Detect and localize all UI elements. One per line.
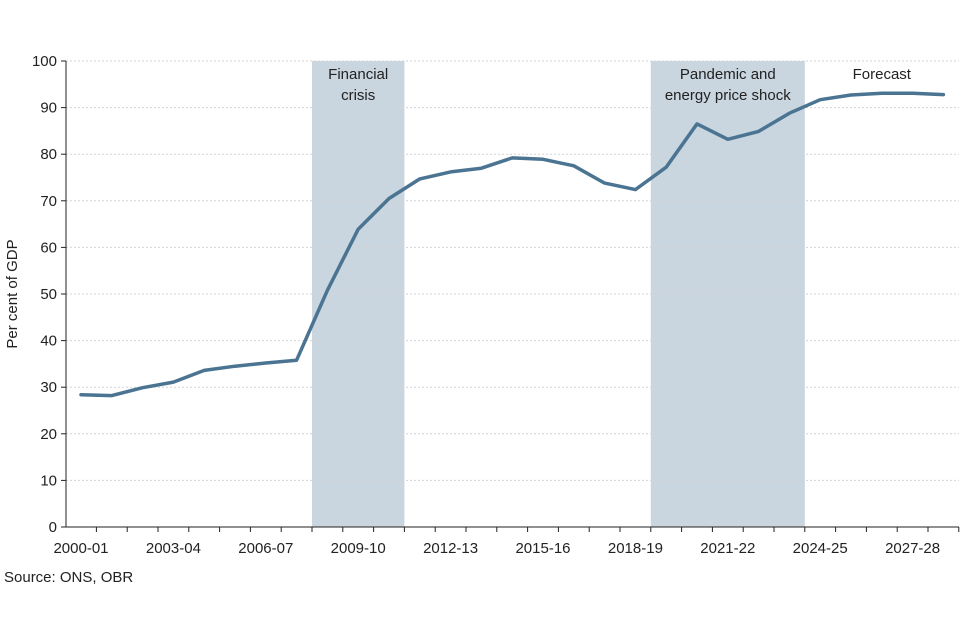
- y-tick-label: 0: [49, 519, 57, 536]
- x-tick-label: 2003-04: [146, 540, 201, 557]
- x-tick-label: 2015-16: [515, 540, 570, 557]
- x-tick-label: 2009-10: [331, 540, 386, 557]
- series-group: [79, 91, 946, 398]
- x-tick-label: 2027-28: [885, 540, 940, 557]
- y-tick-label: 100: [32, 53, 57, 70]
- y-tick-label: 70: [40, 193, 57, 210]
- y-tick-label: 20: [40, 426, 57, 443]
- x-tick-label: 2021-22: [700, 540, 755, 557]
- x-tick-label: 2024-25: [793, 540, 848, 557]
- x-tick-label: 2018-19: [608, 540, 663, 557]
- y-tick-label: 90: [40, 100, 57, 117]
- y-tick-label: 10: [40, 472, 57, 489]
- y-tick-label: 30: [40, 379, 57, 396]
- y-axis-ticks: 0 10 20 30 40 50 60 70 80 90 100: [32, 53, 959, 536]
- y-tick-label: 40: [40, 333, 57, 350]
- gridlines: [66, 60, 959, 481]
- y-axis-label: Per cent of GDP: [4, 239, 21, 348]
- x-tick-label: 2012-13: [423, 540, 478, 557]
- y-tick-label: 60: [40, 239, 57, 256]
- y-tick-label: 50: [40, 286, 57, 303]
- shaded-region-label: Financial: [328, 66, 388, 83]
- x-axis-ticks: 2000-01 2003-04 2006-07 2009-10 2012-13 2015-…: [53, 527, 960, 557]
- forecast-annotation: Forecast: [853, 66, 912, 83]
- annotations: Financial crisis Pandemic and energy price …: [328, 66, 912, 104]
- x-tick-label: 2000-01: [53, 540, 108, 557]
- x-tick-label: 2006-07: [238, 540, 293, 557]
- y-tick-label: 80: [40, 146, 57, 163]
- series-line-1: [79, 91, 946, 398]
- shaded-region-label: energy price shock: [665, 87, 791, 104]
- shaded-region-label: Pandemic and: [680, 66, 776, 83]
- source-note: Source: ONS, OBR: [4, 569, 134, 586]
- shaded-region-label: crisis: [341, 87, 375, 104]
